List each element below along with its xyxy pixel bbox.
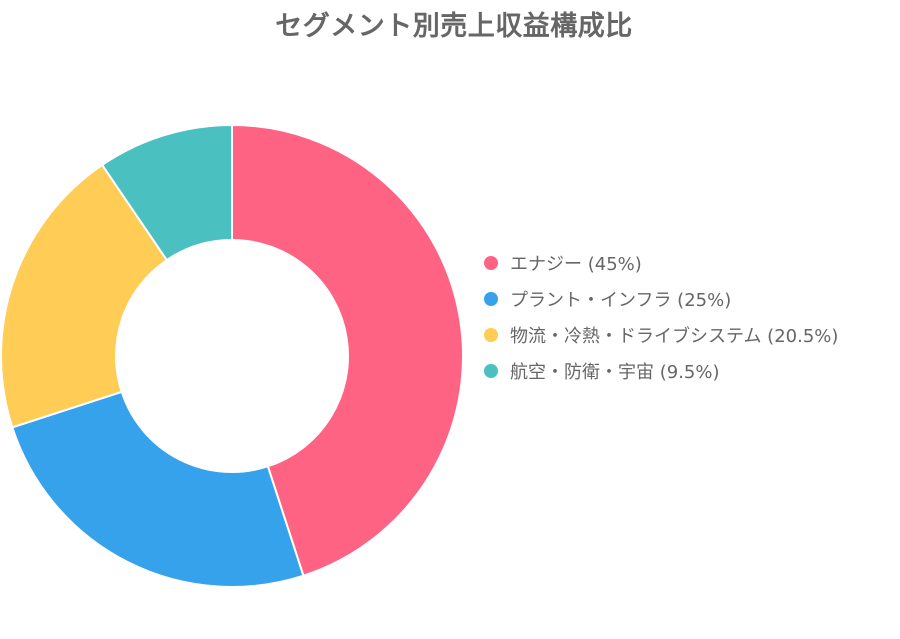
legend-swatch-plant-infra xyxy=(484,292,498,306)
chart-legend: エナジー (45%) プラント・インフラ (25%) 物流・冷熱・ドライブシステ… xyxy=(484,251,838,395)
legend-item-plant-infra[interactable]: プラント・インフラ (25%) xyxy=(484,287,838,311)
legend-label-plant-infra: プラント・インフラ (25%) xyxy=(510,290,732,311)
chart-title: セグメント別売上収益構成比 xyxy=(275,11,633,42)
legend-item-energy[interactable]: エナジー (45%) xyxy=(484,251,838,275)
legend-label-aerospace: 航空・防衛・宇宙 (9.5%) xyxy=(510,362,720,383)
donut-slice-energy[interactable] xyxy=(231,123,464,577)
donut-slice-logistics[interactable] xyxy=(0,163,169,429)
legend-item-aerospace[interactable]: 航空・防衛・宇宙 (9.5%) xyxy=(484,359,838,383)
donut-slice-plant-infra[interactable] xyxy=(11,390,305,588)
donut-slice-aerospace[interactable] xyxy=(100,123,233,262)
legend-item-logistics[interactable]: 物流・冷熱・ドライブシステム (20.5%) xyxy=(484,323,838,347)
legend-label-logistics: 物流・冷熱・ドライブシステム (20.5%) xyxy=(510,326,839,347)
legend-label-energy: エナジー (45%) xyxy=(510,254,642,275)
legend-swatch-aerospace xyxy=(484,364,498,378)
legend-swatch-energy xyxy=(484,256,498,270)
legend-swatch-logistics xyxy=(484,328,498,342)
